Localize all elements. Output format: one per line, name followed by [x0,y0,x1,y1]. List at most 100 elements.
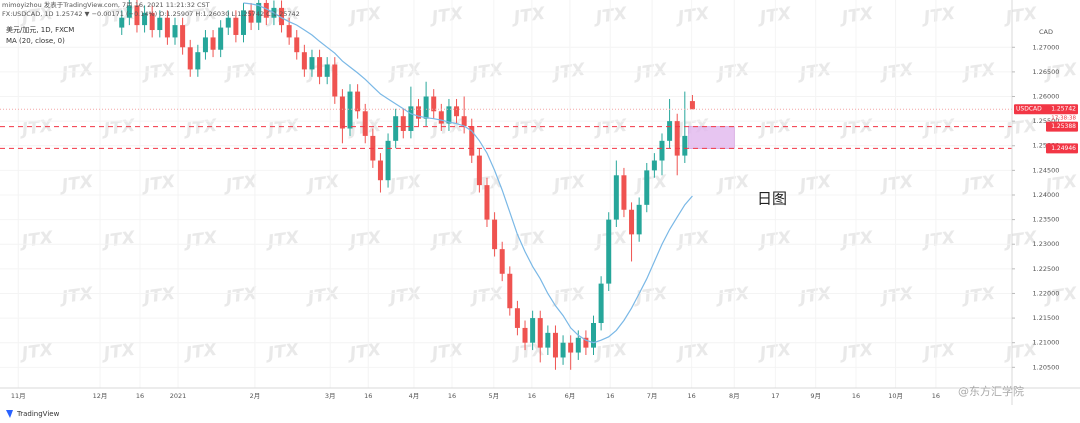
ma-line [243,2,693,344]
y-tick-label: 1.24500 [1033,166,1060,174]
current-price: 1.25742 [1051,106,1076,113]
watermark: JTX [182,116,219,141]
watermark: JTX [920,228,957,253]
publisher: mimoyizhou 发表于TradingView.com, 7月 16, 20… [2,0,210,9]
x-tick-label: 2月 [250,392,261,400]
candle-body [294,37,300,53]
y-tick-label: 1.26500 [1033,68,1060,76]
candle-body [400,116,406,131]
candle-body [446,106,452,124]
candle-body [347,91,353,129]
candle-body [537,318,543,348]
watermark: JTX [1002,4,1039,29]
watermark: JTX [920,116,957,141]
x-tick-label: 3月 [325,392,336,400]
y-tick-label: 1.25500 [1033,117,1060,125]
watermark: JTX [1042,284,1079,309]
candle-body [362,111,368,136]
watermark: JTX [18,4,55,29]
candle-body [248,10,254,23]
candle-body [157,17,163,31]
candle-body [279,7,285,26]
watermark: JTX [346,228,383,253]
candle-body [187,47,193,70]
candle-body [591,323,597,348]
zone [688,126,735,149]
candle-body [134,5,140,26]
countdown: 17:38:38 [1051,116,1076,122]
candle-body [461,116,467,127]
candle-body [552,332,558,358]
candle-body [180,25,186,48]
candle-body [621,175,627,210]
level-label: 1.25388 [1051,123,1076,130]
watermark: JTX [1002,340,1039,365]
watermark: JTX [18,116,55,141]
watermark: JTX [304,172,341,197]
candle-body [119,17,125,28]
watermark: JTX [58,172,95,197]
level-tag [1046,121,1078,132]
watermark: JTX [428,340,465,365]
watermark: JTX [714,284,751,309]
watermark: JTX [510,116,547,141]
legend-title: 美元/加元, 1D, FXCM [6,25,74,34]
candle-body [575,337,581,353]
candle-body [385,140,391,181]
candle-body [613,175,619,220]
candle-body [545,332,551,348]
x-tick-label: 12月 [93,392,108,400]
candle-body [682,135,688,156]
y-tick-label: 1.24000 [1033,191,1060,199]
watermarks: JTX JTX JTX JTX JTX JTX JTX JTX JTX JTX JTX JTX JTX J… [18,4,1079,365]
watermark: JTX [960,284,997,309]
symbol-line: FX:USDCAD, 1D 1.25742 ▼ −0.00171 (−0.14%… [2,10,300,18]
candle-body [492,219,498,250]
credit: @东方汇学院 [958,384,1024,398]
candle-body [142,12,148,26]
watermark: JTX [140,284,177,309]
candle-body [164,17,170,38]
legend-indicator: MA (20, close, 0) [6,37,65,45]
candle-body [218,27,224,50]
brand-logo [6,410,13,418]
watermark: JTX [386,284,423,309]
candle-body [324,64,330,77]
watermark: JTX [18,228,55,253]
watermark: JTX [756,228,793,253]
watermark: JTX [756,4,793,29]
candle-body [195,52,201,70]
x-tick-label: 16 [852,392,860,400]
watermark: JTX [1002,116,1039,141]
candle-body [126,5,132,18]
candle-body [377,160,383,181]
watermark: JTX [58,284,95,309]
watermark: JTX [920,340,957,365]
watermark: JTX [756,340,793,365]
watermark: JTX [674,228,711,253]
current-symbol: USDCAD [1016,106,1042,113]
candle-body [499,249,505,274]
candle-body [431,96,437,112]
watermark: JTX [550,284,587,309]
y-tick-label: 1.23500 [1033,216,1060,224]
watermark: JTX [18,340,55,365]
watermark: JTX [100,340,137,365]
candle-body [507,273,513,309]
candle-body [332,64,338,97]
candle-body [530,318,536,343]
currency: CAD [1039,28,1053,36]
watermark: JTX [796,172,833,197]
candle-body [309,57,315,70]
x-tick-label: 4月 [409,392,420,400]
watermark: JTX [182,228,219,253]
candle-body [233,17,239,35]
candle-body [476,155,482,186]
level-label: 1.24946 [1051,145,1076,152]
candle-body [149,12,155,31]
watermark: JTX [960,172,997,197]
y-tick-label: 1.22000 [1033,289,1060,297]
x-tick-label: 17 [771,392,779,400]
watermark: JTX [920,4,957,29]
